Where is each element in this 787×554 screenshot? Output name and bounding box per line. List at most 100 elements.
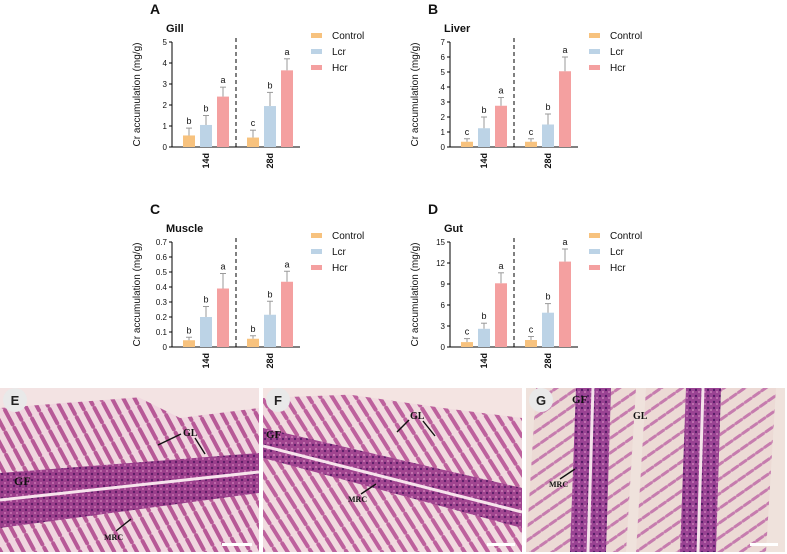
- background-gap: [303, 388, 522, 418]
- significance-letter: b: [267, 289, 272, 299]
- background-gap: [120, 388, 259, 418]
- significance-letter: b: [545, 102, 550, 112]
- bar-hcr-28d: [559, 71, 571, 147]
- significance-letter: b: [481, 311, 486, 321]
- y-tick-label: 2: [163, 101, 168, 110]
- chart-title: Liver: [444, 23, 471, 35]
- gl-label: GL: [410, 411, 425, 422]
- bar-lcr-14d: [200, 317, 212, 347]
- panel-label-g: G: [536, 393, 546, 408]
- x-group-label: 14d: [479, 153, 489, 169]
- significance-letter: a: [284, 47, 289, 57]
- legend-label-hcr: Hcr: [332, 63, 348, 74]
- gill-filament: [0, 453, 259, 528]
- legend-swatch-hcr: [589, 65, 600, 70]
- x-group-label: 28d: [265, 353, 275, 369]
- significance-letter: c: [529, 325, 534, 335]
- scale-bar: [750, 543, 778, 546]
- panel-label: A: [150, 1, 160, 17]
- chart-title: Gill: [166, 23, 184, 35]
- panel-label: D: [428, 201, 438, 217]
- legend-swatch-control: [311, 33, 322, 38]
- bar-control-14d: [183, 135, 195, 147]
- legend-swatch-control: [589, 233, 600, 238]
- bar-hcr-28d: [281, 281, 293, 347]
- gl-arrow-2: [194, 437, 206, 455]
- x-group-label: 28d: [265, 153, 275, 169]
- panel-label-bubble: [529, 388, 553, 412]
- legend-swatch-lcr: [311, 49, 322, 54]
- significance-letter: c: [529, 127, 534, 137]
- panel-label-e: E: [11, 393, 20, 408]
- significance-letter: a: [498, 86, 503, 96]
- y-tick-label: 1: [163, 122, 168, 131]
- bar-control-28d: [247, 338, 259, 347]
- y-tick-label: 0.2: [156, 313, 168, 322]
- x-group-label: 14d: [201, 153, 211, 169]
- chart-panel-c: C Muscle Cr accumulation (mg/g) 0 0.1 0.2 0.3 0…: [132, 201, 364, 369]
- y-tick-label: 0.6: [156, 253, 168, 262]
- legend-label-hcr: Hcr: [610, 263, 626, 274]
- gl-label: GL: [183, 428, 198, 439]
- y-tick-label: 0: [441, 143, 446, 152]
- significance-letter: b: [267, 80, 272, 90]
- gl-label: GL: [633, 411, 648, 422]
- filament-core: [0, 470, 259, 502]
- legend-label-control: Control: [610, 231, 642, 242]
- y-tick-label: 5: [163, 38, 168, 47]
- significance-letter: b: [186, 325, 191, 335]
- y-tick-label: 12: [436, 259, 445, 268]
- x-group-label: 28d: [543, 353, 553, 369]
- chart-title: Gut: [444, 223, 463, 235]
- chart-panel-d: D Gut Cr accumulation (mg/g) 0 3 6 9 12 15 c b a 14d…: [410, 201, 642, 369]
- panel-label: B: [428, 1, 438, 17]
- bar-hcr-14d: [217, 96, 229, 147]
- bar-control-14d: [461, 141, 473, 147]
- filament-core-left: [586, 388, 595, 552]
- mrc-arrow: [115, 518, 132, 532]
- y-axis-label: Cr accumulation (mg/g): [410, 243, 421, 347]
- chart-panel-a: A Gill Cr accumulation (mg/g) 0 1 2 3 4 5 b b a 14d c…: [132, 1, 364, 169]
- significance-letter: b: [545, 292, 550, 302]
- y-tick-label: 5: [441, 68, 446, 77]
- significance-letter: c: [251, 118, 256, 128]
- y-tick-label: 0.1: [156, 328, 168, 337]
- y-tick-label: 0.3: [156, 298, 168, 307]
- y-tick-label: 0.7: [156, 238, 168, 247]
- significance-letter: b: [481, 105, 486, 115]
- y-axis-label: Cr accumulation (mg/g): [132, 243, 143, 347]
- y-tick-label: 7: [441, 38, 446, 47]
- legend-label-lcr: Lcr: [610, 247, 625, 258]
- legend-swatch-lcr: [589, 49, 600, 54]
- legend-label-hcr: Hcr: [610, 63, 626, 74]
- panel-label: C: [150, 201, 160, 217]
- legend-label-lcr: Lcr: [332, 47, 347, 58]
- bar-lcr-28d: [542, 312, 554, 347]
- micrograph-e: E GF GL MRC: [0, 388, 259, 552]
- legend-label-lcr: Lcr: [610, 47, 625, 58]
- x-group-label: 14d: [479, 353, 489, 369]
- filament-core: [263, 444, 522, 514]
- y-tick-label: 3: [163, 80, 168, 89]
- mrc-arrow: [360, 483, 377, 495]
- bar-lcr-14d: [478, 328, 490, 347]
- significance-letter: a: [220, 75, 225, 85]
- filament-core-right: [696, 388, 705, 552]
- bar-control-14d: [461, 342, 473, 347]
- chart-panel-b: B Liver Cr accumulation (mg/g) 0 1 2 3 4 5 6 7 c b a 1…: [410, 1, 642, 169]
- legend-swatch-lcr: [589, 249, 600, 254]
- panel-label-bubble: [266, 388, 290, 412]
- bar-control-28d: [525, 340, 537, 347]
- y-tick-label: 0.4: [156, 283, 168, 292]
- y-tick-label: 9: [441, 280, 446, 289]
- bar-lcr-28d: [264, 106, 276, 147]
- y-tick-label: 2: [441, 113, 446, 122]
- x-group-label: 28d: [543, 153, 553, 169]
- significance-letter: b: [203, 104, 208, 114]
- legend-swatch-control: [589, 33, 600, 38]
- bar-lcr-14d: [200, 124, 212, 147]
- bar-hcr-28d: [559, 261, 571, 347]
- legend-label-lcr: Lcr: [332, 247, 347, 258]
- mrc-label: MRC: [549, 480, 568, 489]
- significance-letter: a: [220, 262, 225, 272]
